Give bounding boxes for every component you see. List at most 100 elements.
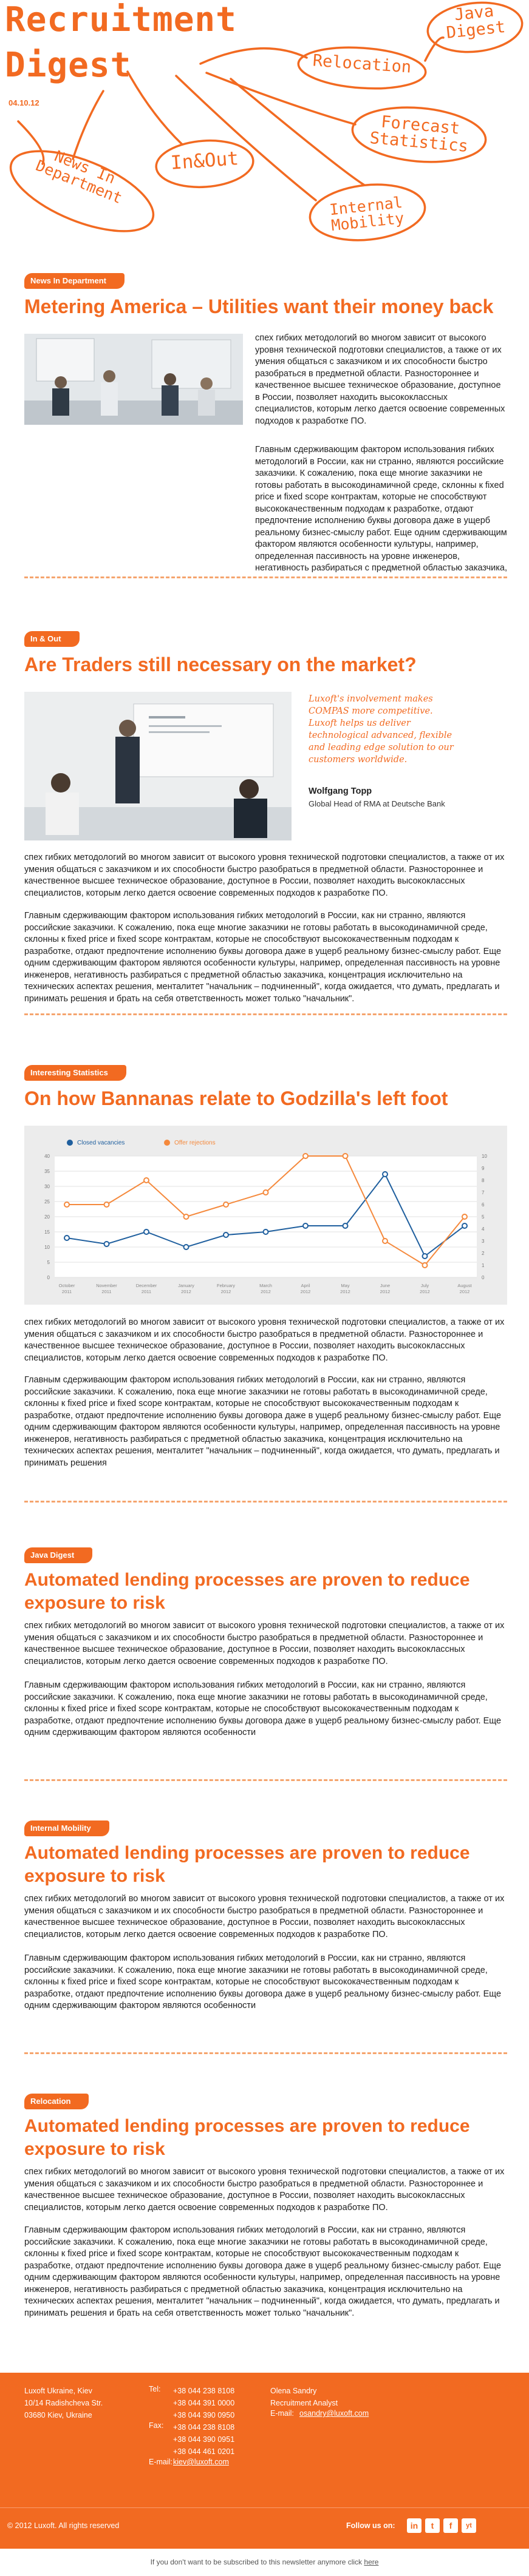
x-tick-label: March 2012 [259, 1283, 272, 1294]
fax-number: +38 044 238 8108 [173, 2423, 235, 2432]
article-title[interactable]: Metering America – Utilities want their … [24, 296, 494, 317]
linkedin-icon[interactable]: in [407, 2518, 421, 2533]
section-relocation: Relocation Automated lending processes a… [0, 2088, 529, 2367]
section-tag: In & Out [24, 631, 80, 647]
legend-label: Closed vacancies [77, 1140, 125, 1146]
data-point [302, 1153, 309, 1159]
article-paragraph: спех гибких методологий во многом зависи… [24, 1317, 505, 1363]
data-point [103, 1202, 110, 1208]
fax-number: +38 044 461 0201 [173, 2447, 235, 2456]
y-left-tick-label: 0 [47, 1275, 50, 1280]
section-divider [24, 1779, 507, 1781]
y-right-tick-label: 4 [482, 1226, 485, 1232]
footer-separator [0, 2507, 529, 2508]
unsubscribe-text: If you don't want to be subscribed to th… [150, 2558, 363, 2566]
article-title[interactable]: Automated lending processes are proven t… [24, 1843, 470, 1886]
section-divider [24, 576, 507, 578]
data-point [462, 1223, 468, 1229]
address-line: Luxoft Ukraine, Kiev [24, 2387, 92, 2395]
legend-marker [164, 1140, 170, 1146]
data-point [382, 1238, 388, 1244]
y-right-tick-label: 0 [482, 1275, 485, 1280]
footer-address: Luxoft Ukraine, Kiev 10/14 Radishcheva S… [24, 2385, 103, 2421]
article-paragraph: Главным сдерживающим фактором использова… [24, 1375, 502, 1468]
y-left-tick-label: 20 [44, 1214, 50, 1220]
article-title[interactable]: On how Bannanas relate to Godzilla's lef… [24, 1087, 448, 1109]
x-tick-label: April 2012 [301, 1283, 311, 1294]
x-tick-label: January 2012 [178, 1283, 194, 1294]
quote-text: Luxoft's involvement makes COMPAS more c… [309, 694, 454, 765]
address-line: 03680 Kiev, Ukraine [24, 2411, 92, 2419]
x-tick-label: May 2012 [340, 1283, 350, 1294]
twitter-icon[interactable]: t [425, 2518, 440, 2533]
statistics-chart: 0 5 10 15 20 25 30 35 40 0 1 2 3 4 5 6 7 8 9 10 October 2011 N… [24, 1126, 507, 1305]
y-right-tick-label: 7 [482, 1190, 485, 1195]
contact-name: Olena Sandry [270, 2387, 317, 2395]
tel-number[interactable]: +38 044 390 0950 [173, 2411, 235, 2419]
logo-digest: Digest [5, 46, 132, 85]
y-right-tick-label: 8 [482, 1178, 485, 1183]
unsubscribe-link[interactable]: here [364, 2558, 379, 2566]
legend-label: Offer rejections [174, 1140, 216, 1146]
y-left-tick-label: 15 [44, 1229, 50, 1235]
follow-us-label: Follow us on: [346, 2521, 395, 2530]
y-right-tick-label: 9 [482, 1166, 485, 1171]
y-left-tick-label: 40 [44, 1154, 50, 1159]
office-email-link[interactable]: kiev@luxoft.com [173, 2458, 229, 2466]
x-tick-label: July 2012 [420, 1283, 430, 1294]
article-title[interactable]: Automated lending processes are proven t… [24, 1570, 470, 1613]
section-divider [24, 1013, 507, 1015]
logo-recruitment: Recruitment [5, 0, 237, 39]
x-tick-label: October 2011 [59, 1283, 75, 1294]
y-left-tick-label: 35 [44, 1169, 50, 1174]
data-point [302, 1223, 309, 1229]
email-label: E-mail: [149, 2458, 172, 2466]
tel-number[interactable]: +38 044 391 0000 [173, 2399, 235, 2407]
newsletter-header: Recruitment Digest 04.10.12 Java Digest … [0, 0, 529, 261]
data-point [262, 1229, 269, 1235]
article-paragraph: спех гибких методологий во многом зависи… [24, 853, 505, 898]
data-point [342, 1223, 349, 1229]
article-photo-presentation [24, 692, 292, 840]
article-title[interactable]: Automated lending processes are proven t… [24, 2116, 470, 2159]
data-point [64, 1235, 70, 1241]
fax-number: +38 044 390 0951 [173, 2435, 235, 2444]
y-right-tick-label: 5 [482, 1214, 485, 1220]
x-tick-label: February 2012 [217, 1283, 235, 1294]
section-news-in-department: News In Department Metering America – Ut… [0, 267, 529, 583]
y-left-tick-label: 30 [44, 1184, 50, 1189]
section-interesting-statistics: Interesting Statistics On how Bannanas r… [0, 1059, 529, 1511]
facebook-icon[interactable]: f [443, 2518, 458, 2533]
data-point [421, 1253, 428, 1259]
issue-date: 04.10.12 [9, 98, 39, 107]
data-point [64, 1202, 70, 1208]
data-point [183, 1244, 189, 1250]
section-divider [24, 2052, 507, 2054]
address-line: 10/14 Radishcheva Str. [24, 2399, 103, 2407]
article-paragraph: Главным сдерживающим фактором использова… [255, 445, 508, 573]
section-tag: Internal Mobility [24, 1820, 109, 1836]
y-right-tick-label: 3 [482, 1239, 485, 1244]
quote-author-name: Wolfgang Topp [309, 786, 372, 796]
youtube-icon[interactable]: yt [462, 2518, 476, 2533]
article-paragraph: Главным сдерживающим фактором использова… [24, 2225, 502, 2318]
copyright: © 2012 Luxoft. All rights reserved [7, 2521, 120, 2530]
section-tag: News In Department [24, 273, 125, 289]
contact-email-link[interactable]: osandry@luxoft.com [299, 2409, 369, 2418]
article-paragraph: спех гибких методологий во многом зависи… [24, 2167, 505, 2213]
data-point [223, 1202, 229, 1208]
y-left-tick-label: 10 [44, 1245, 50, 1250]
tel-label: Tel: [149, 2385, 161, 2393]
data-point [462, 1214, 468, 1220]
tel-numbers: +38 044 238 8108 +38 044 391 0000 +38 04… [173, 2385, 234, 2421]
line-chart-svg: 0 5 10 15 20 25 30 35 40 0 1 2 3 4 5 6 7 8 9 10 October 2011 N… [44, 1140, 487, 1294]
section-java-digest: Java Digest Automated lending processes … [0, 1541, 529, 1790]
article-title[interactable]: Are Traders still necessary on the marke… [24, 654, 417, 675]
section-internal-mobility: Internal Mobility Automated lending proc… [0, 1814, 529, 2063]
article-paragraph: Главным сдерживающим фактором использова… [24, 1953, 502, 2010]
contact-person: Olena Sandry Recruitment Analyst [270, 2385, 338, 2409]
tel-number[interactable]: +38 044 238 8108 [173, 2387, 235, 2395]
fax-label: Fax: [149, 2421, 164, 2430]
y-right-tick-label: 1 [482, 1263, 485, 1268]
quote-author-role: Global Head of RMA at Deutsche Bank [309, 799, 445, 808]
